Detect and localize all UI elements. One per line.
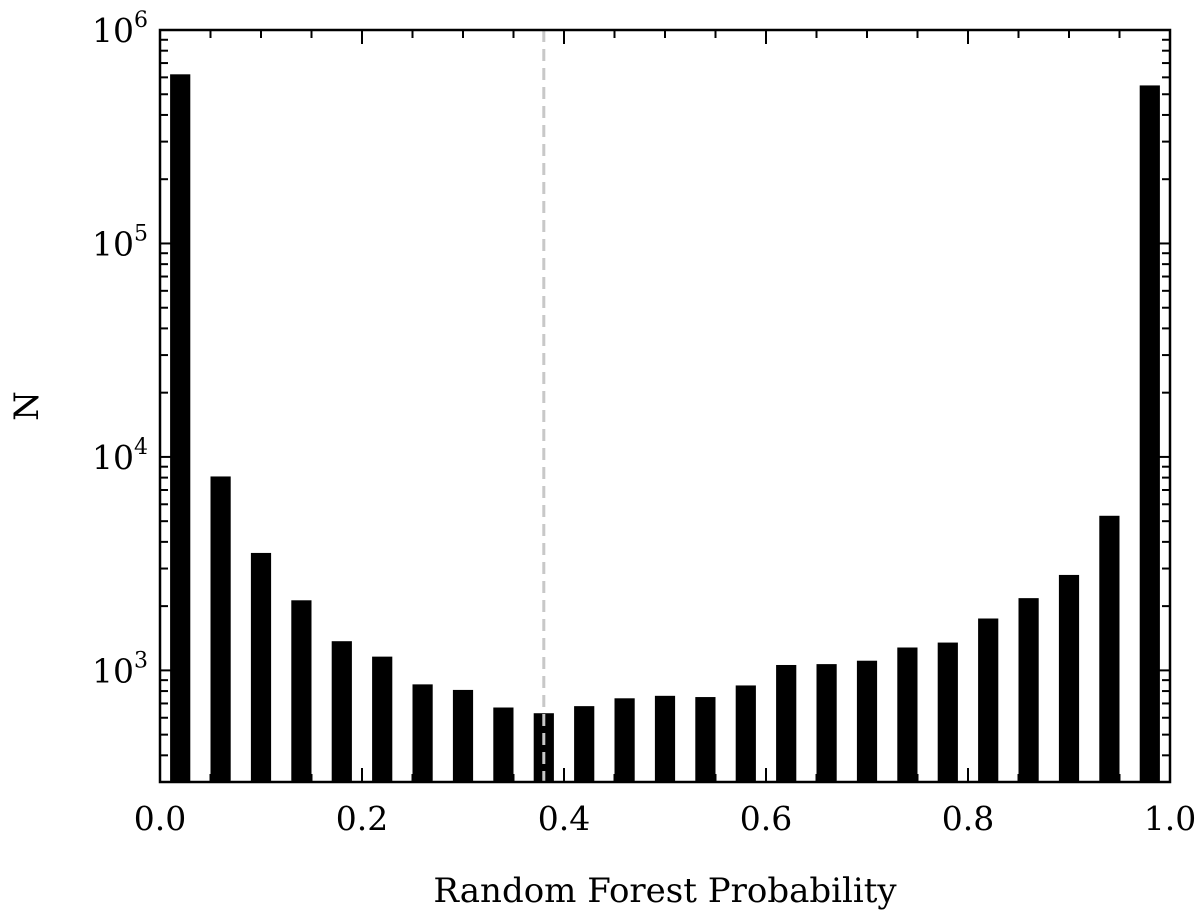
histogram-bar (937, 642, 958, 782)
x-tick-labels: 0.0 0.2 0.4 0.6 0.8 1.0 (134, 799, 1196, 838)
histogram-bar (574, 706, 595, 782)
histogram-bar (331, 641, 352, 782)
histogram-bar (210, 476, 231, 782)
histogram-bar (372, 656, 393, 782)
y-tick-label: 105 (92, 221, 148, 263)
plot-frame (158, 28, 1172, 784)
ticks-group (159, 29, 1171, 783)
histogram-bar (250, 552, 272, 782)
x-tick-label: 0.6 (740, 799, 792, 838)
histogram-bar (614, 698, 635, 782)
histogram-bar (856, 660, 878, 782)
bars-group (170, 74, 1160, 782)
histogram-bar (1099, 515, 1120, 782)
x-axis-title: Random Forest Probability (433, 871, 897, 911)
x-tick-label: 0.2 (336, 799, 388, 838)
y-tick-labels: 103 104 105 106 (92, 8, 148, 690)
histogram-bar (1018, 598, 1039, 782)
x-tick-label: 0.0 (134, 799, 186, 838)
histogram-bar (493, 707, 514, 782)
histogram-bar (816, 664, 837, 782)
histogram-bar (695, 697, 716, 782)
histogram-bar (654, 695, 676, 782)
y-tick-label: 103 (92, 648, 148, 690)
histogram-bar (1058, 574, 1080, 782)
y-axis-title: N (7, 391, 47, 421)
histogram-bar (776, 664, 797, 782)
histogram-bar (897, 647, 918, 782)
histogram-bar (533, 713, 554, 782)
x-tick-label: 0.4 (538, 799, 590, 838)
histogram-bar (291, 600, 312, 782)
histogram-bar (1139, 85, 1160, 782)
y-tick-label: 104 (92, 435, 148, 477)
histogram-bar (412, 684, 433, 782)
x-tick-label: 0.8 (942, 799, 994, 838)
y-tick-label: 106 (92, 8, 148, 50)
histogram-bar (735, 685, 756, 782)
histogram-bar (452, 689, 474, 782)
histogram-bar (170, 74, 191, 782)
x-tick-label: 1.0 (1144, 799, 1196, 838)
histogram-bar (978, 618, 999, 782)
